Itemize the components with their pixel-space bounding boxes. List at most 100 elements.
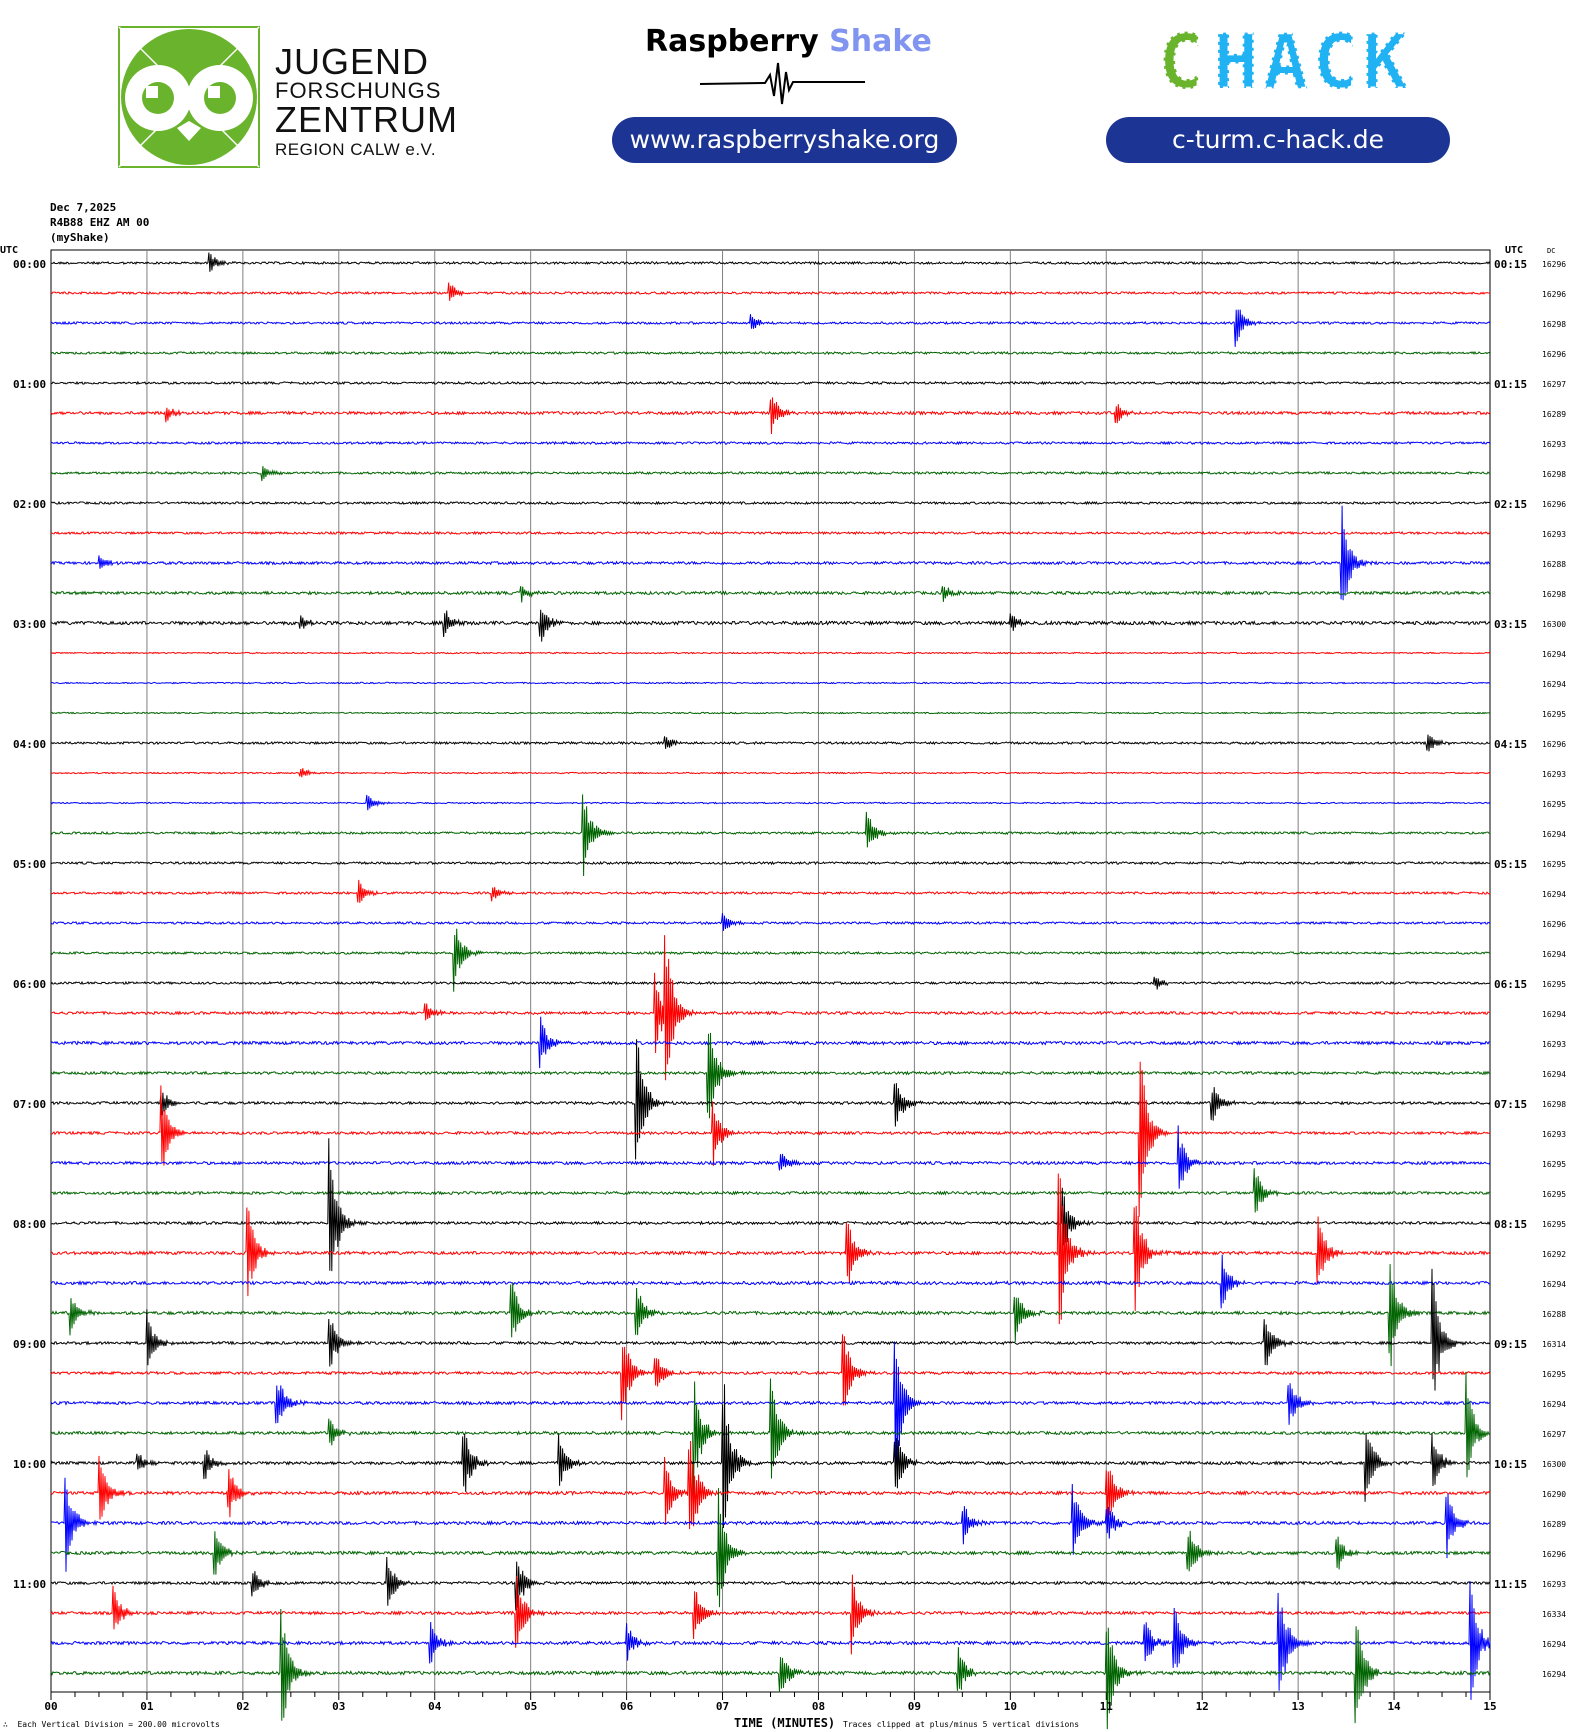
dc-value: 16293 xyxy=(1542,1040,1566,1049)
trace-line xyxy=(50,1334,1491,1421)
trace-line xyxy=(50,1254,1491,1309)
dc-value: 16295 xyxy=(1542,1220,1566,1229)
trace-line xyxy=(50,1556,1491,1611)
trace-line xyxy=(50,1125,1491,1189)
chack-logo: C HACK xyxy=(1157,16,1410,108)
network-label: (myShake) xyxy=(50,231,110,244)
dc-value: 16293 xyxy=(1542,1130,1566,1139)
vertical-division-note: Each Vertical Division = 200.00 microvol… xyxy=(17,1720,220,1729)
left-hour-label: 06:00 xyxy=(13,978,46,991)
dc-value: 16295 xyxy=(1542,1160,1566,1169)
dc-value: 16300 xyxy=(1542,620,1566,629)
trace-line xyxy=(50,505,1491,601)
right-hour-label: 00:15 xyxy=(1494,258,1527,271)
right-hour-label: 07:15 xyxy=(1494,1098,1527,1111)
trace-line xyxy=(50,350,1491,356)
trace-line xyxy=(50,440,1491,446)
dc-value: 16297 xyxy=(1542,380,1566,389)
x-tick-label: 14 xyxy=(1387,1700,1401,1713)
trace-line xyxy=(50,651,1491,655)
dc-value: 16289 xyxy=(1542,410,1566,419)
trace-line xyxy=(50,1016,1491,1069)
dc-value: 16295 xyxy=(1542,800,1566,809)
x-tick-label: 01 xyxy=(140,1700,154,1713)
x-tick-label: 04 xyxy=(428,1700,442,1713)
jfz-line4: REGION CALW e.V. xyxy=(275,140,437,159)
trace-line xyxy=(50,500,1491,506)
dc-value: 16294 xyxy=(1542,1400,1566,1409)
dc-value: 16300 xyxy=(1542,1460,1566,1469)
dc-value: 16294 xyxy=(1542,1010,1566,1019)
dc-value: 16294 xyxy=(1542,1670,1566,1679)
trace-line xyxy=(50,397,1491,435)
axis-labels: 00 01 02 03 04 05 06 07 08 09 10 11 12 13 14 15 UTC UTC DC… xyxy=(0,245,1566,1713)
dc-value: 16293 xyxy=(1542,440,1566,449)
trace-line xyxy=(50,1039,1491,1160)
trace-line xyxy=(50,1173,1491,1325)
x-tick-label: 03 xyxy=(332,1700,345,1713)
trace-line xyxy=(50,1580,1491,1700)
dc-value: 16296 xyxy=(1542,740,1566,749)
chack-url-link[interactable]: c-turm.c-hack.de xyxy=(1106,117,1450,163)
trace-line xyxy=(50,1168,1491,1213)
dc-value: 16296 xyxy=(1542,260,1566,269)
left-hour-label: 08:00 xyxy=(13,1218,46,1231)
trace-line xyxy=(50,380,1491,386)
right-hour-label: 04:15 xyxy=(1494,738,1527,751)
trace-line xyxy=(50,466,1490,482)
dc-value: 16296 xyxy=(1542,500,1566,509)
trace-line xyxy=(50,879,1491,903)
left-hour-label: 03:00 xyxy=(13,618,46,631)
dc-value: 16296 xyxy=(1542,290,1566,299)
chack-c: C xyxy=(1158,30,1204,95)
chack-hack: HACK xyxy=(1213,30,1408,95)
trace-line xyxy=(50,1061,1491,1217)
trace-line xyxy=(50,711,1491,715)
trace-line xyxy=(50,1384,1491,1528)
jfz-owl-logo xyxy=(118,26,260,172)
trace-line xyxy=(50,1608,1491,1730)
trace-line xyxy=(50,282,1491,301)
left-hour-label: 10:00 xyxy=(13,1458,46,1471)
rs-word1: Raspberry xyxy=(645,24,819,59)
grid xyxy=(50,249,1491,1700)
x-tick-label: 06 xyxy=(620,1700,634,1713)
dc-value: 16288 xyxy=(1542,560,1566,569)
right-axis-title: UTC xyxy=(1505,245,1523,256)
trace-line xyxy=(50,768,1491,778)
raspberryshake-url-link[interactable]: www.raspberryshake.org xyxy=(612,117,957,163)
trace-line xyxy=(50,1032,1491,1119)
trace-line xyxy=(50,734,1491,752)
x-tick-label: 00 xyxy=(44,1700,57,1713)
dc-value: 16294 xyxy=(1542,650,1566,659)
date-label: Dec 7,2025 xyxy=(50,201,117,214)
dc-value: 16294 xyxy=(1542,950,1566,959)
left-hour-label: 02:00 xyxy=(13,498,46,511)
dc-value: 16334 xyxy=(1542,1610,1566,1619)
seismogram-wave-icon xyxy=(699,60,865,112)
dc-value: 16296 xyxy=(1542,350,1566,359)
right-hour-label: 09:15 xyxy=(1494,1338,1527,1351)
clip-note: Traces clipped at plus/minus 5 vertical … xyxy=(843,1720,1080,1729)
dc-value: 16298 xyxy=(1542,590,1566,599)
trace-line xyxy=(51,609,1491,642)
dc-value: 16294 xyxy=(1542,890,1566,899)
left-hour-label: 00:00 xyxy=(13,258,46,271)
dc-value: 16298 xyxy=(1542,1100,1566,1109)
jfz-line3: ZENTRUM xyxy=(275,99,458,140)
dc-value: 16292 xyxy=(1542,1250,1566,1259)
trace-line xyxy=(50,1371,1491,1498)
right-hour-label: 11:15 xyxy=(1494,1578,1527,1591)
x-tick-label: 02 xyxy=(236,1700,249,1713)
trace-line xyxy=(50,309,1491,347)
dc-value: 16294 xyxy=(1542,1640,1566,1649)
right-hour-label: 02:15 xyxy=(1494,498,1527,511)
jfz-line2: FORSCHUNGS xyxy=(275,78,442,103)
left-axis-title: UTC xyxy=(0,245,18,256)
dc-value: 16294 xyxy=(1542,1280,1566,1289)
x-tick-label: 15 xyxy=(1483,1700,1496,1713)
right-hour-label: 06:15 xyxy=(1494,978,1527,991)
trace-line xyxy=(50,1138,1491,1272)
trace-line xyxy=(51,252,1491,272)
